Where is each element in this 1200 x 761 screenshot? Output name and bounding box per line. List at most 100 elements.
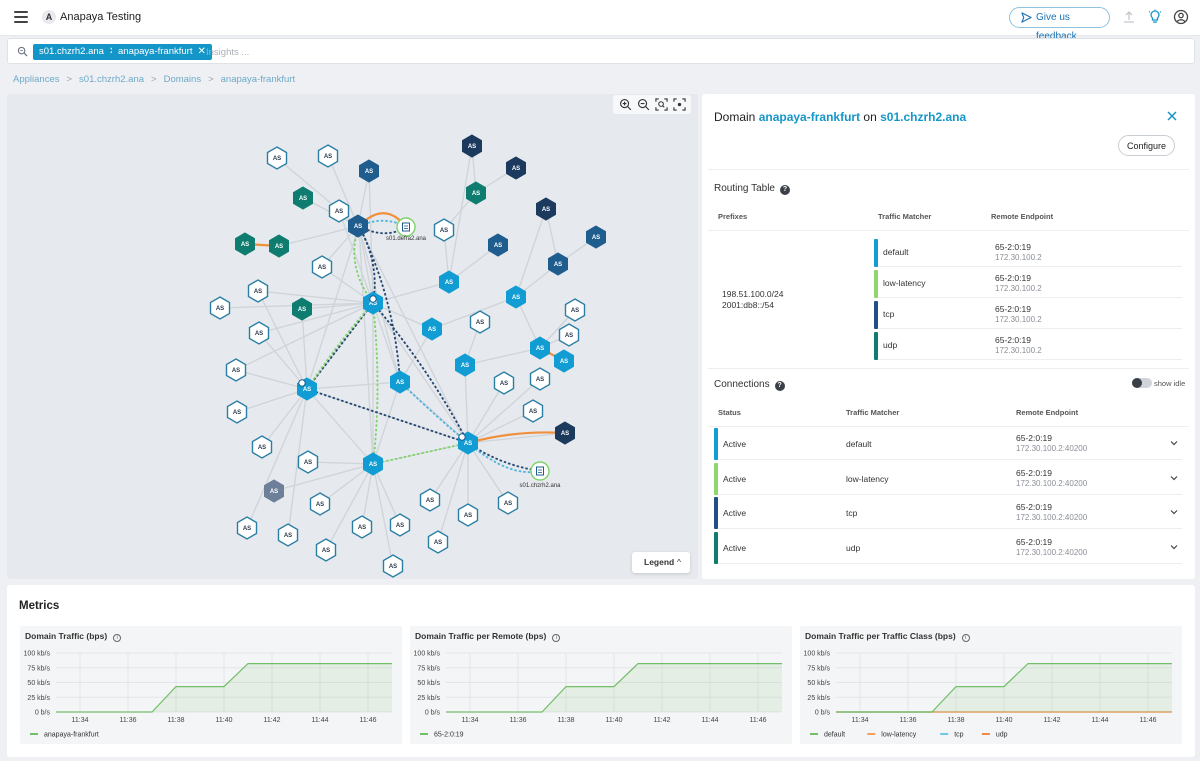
as-node[interactable]: AS bbox=[564, 298, 586, 322]
chevron-down-icon[interactable] bbox=[1170, 543, 1178, 551]
as-node[interactable]: AS bbox=[359, 159, 379, 183]
zoom-in-icon[interactable] bbox=[619, 98, 632, 111]
as-node[interactable]: AS bbox=[209, 296, 231, 320]
recenter-icon[interactable] bbox=[673, 98, 686, 111]
info-icon[interactable]: i bbox=[113, 634, 122, 642]
as-node[interactable]: AS bbox=[315, 538, 337, 562]
as-node[interactable]: AS bbox=[536, 197, 556, 221]
as-node[interactable]: AS bbox=[469, 310, 491, 334]
topology-graph[interactable]: AS AS AS AS AS AS AS AS AS AS AS AS AS AS AS AS AS AS AS AS… bbox=[7, 94, 698, 579]
as-node[interactable]: AS bbox=[309, 492, 331, 516]
as-node[interactable]: AS bbox=[390, 370, 410, 394]
help-icon[interactable]: ? bbox=[774, 381, 785, 391]
legend-button[interactable]: Legend ^ bbox=[632, 552, 690, 573]
as-node[interactable]: AS bbox=[317, 144, 339, 168]
zoom-out-icon[interactable] bbox=[637, 98, 650, 111]
as-node[interactable]: AS bbox=[493, 371, 515, 395]
connection-row[interactable]: Active low-latency 65-2:0:19 172.30.100.2:4… bbox=[714, 462, 1182, 495]
as-node[interactable]: AS bbox=[351, 515, 373, 539]
as-node[interactable]: AS bbox=[462, 134, 482, 158]
as-node[interactable]: AS bbox=[586, 225, 606, 249]
as-node[interactable]: AS bbox=[251, 435, 273, 459]
chevron-down-icon[interactable] bbox=[1170, 474, 1178, 482]
as-node[interactable]: AS bbox=[466, 181, 486, 205]
help-icon[interactable]: ? bbox=[779, 185, 790, 195]
filter-chip-domain[interactable]: anapaya-frankfurt ✕ bbox=[112, 44, 212, 60]
show-idle-toggle[interactable] bbox=[1132, 378, 1152, 388]
user-account-icon[interactable] bbox=[1173, 9, 1189, 25]
hamburger-menu-icon[interactable] bbox=[14, 11, 28, 23]
as-node[interactable]: AS bbox=[558, 323, 580, 347]
info-icon[interactable]: i bbox=[552, 634, 561, 642]
as-node[interactable]: AS bbox=[455, 353, 475, 377]
as-node[interactable]: AS bbox=[328, 199, 350, 223]
domain-name-link[interactable]: anapaya-frankfurt bbox=[758, 110, 861, 124]
chip-close-icon[interactable]: ✕ bbox=[197, 46, 206, 57]
as-node[interactable]: AS bbox=[277, 523, 299, 547]
as-node[interactable]: AS bbox=[297, 450, 319, 474]
as-node[interactable]: AS bbox=[497, 491, 519, 515]
as-node[interactable]: AS bbox=[363, 291, 383, 315]
info-icon[interactable]: i bbox=[961, 634, 970, 642]
as-node[interactable]: AS bbox=[236, 516, 258, 540]
legend-entry[interactable]: low-latency bbox=[881, 732, 917, 739]
as-node[interactable]: AS bbox=[457, 503, 479, 527]
legend-entry[interactable]: tcp bbox=[954, 732, 963, 739]
as-node[interactable]: AS bbox=[530, 336, 550, 360]
breadcrumb-domain[interactable]: anapaya-frankfurt bbox=[220, 74, 296, 85]
as-node[interactable]: AS bbox=[311, 255, 333, 279]
appliance-node[interactable]: s01.defra2.ana bbox=[386, 217, 427, 242]
as-node[interactable]: AS bbox=[422, 317, 442, 341]
as-node[interactable]: AS bbox=[419, 488, 441, 512]
legend-entry[interactable]: anapaya-frankfurt bbox=[44, 732, 99, 739]
connection-row[interactable]: Active tcp 65-2:0:19 172.30.100.2:40200 bbox=[714, 496, 1182, 529]
breadcrumb-appliances[interactable]: Appliances bbox=[13, 74, 60, 85]
close-icon[interactable] bbox=[1165, 109, 1179, 123]
appliance-name-link[interactable]: s01.chzrh2.ana bbox=[880, 110, 967, 124]
breadcrumb-appliance[interactable]: s01.chzrh2.ana bbox=[79, 74, 145, 85]
as-node[interactable]: AS bbox=[225, 358, 247, 382]
fit-to-screen-icon[interactable] bbox=[655, 98, 668, 111]
server-icon bbox=[536, 466, 544, 476]
as-node[interactable]: AS bbox=[555, 421, 575, 445]
feedback-button[interactable]: Give us feedback bbox=[1009, 7, 1110, 42]
as-node[interactable]: AS bbox=[269, 234, 289, 258]
as-node[interactable]: AS bbox=[506, 285, 526, 309]
configure-button[interactable]: Configure bbox=[1118, 135, 1175, 156]
as-node[interactable]: AS bbox=[363, 452, 383, 476]
legend-entry[interactable]: 65-2:0:19 bbox=[434, 732, 464, 739]
chevron-down-icon[interactable] bbox=[1170, 439, 1178, 447]
chevron-down-icon[interactable] bbox=[1170, 508, 1178, 516]
as-node[interactable]: AS bbox=[293, 186, 313, 210]
connection-row[interactable]: Active udp 65-2:0:19 172.30.100.2:40200 bbox=[714, 531, 1182, 564]
as-node[interactable]: AS bbox=[264, 479, 284, 503]
as-node[interactable]: AS bbox=[389, 513, 411, 537]
as-node[interactable]: AS bbox=[292, 297, 312, 321]
as-node[interactable]: AS bbox=[266, 146, 288, 170]
as-node[interactable]: AS bbox=[548, 252, 568, 276]
as-node[interactable]: AS bbox=[427, 530, 449, 554]
as-node-label: AS bbox=[316, 502, 324, 508]
lightbulb-icon[interactable] bbox=[1147, 9, 1163, 25]
legend-entry[interactable]: udp bbox=[996, 732, 1008, 739]
as-node[interactable]: AS bbox=[226, 400, 248, 424]
legend-entry[interactable]: default bbox=[824, 732, 845, 739]
as-node[interactable]: AS bbox=[439, 270, 459, 294]
upload-icon[interactable] bbox=[1121, 9, 1137, 25]
as-node[interactable]: AS bbox=[488, 233, 508, 257]
as-node[interactable]: AS bbox=[522, 399, 544, 423]
as-node[interactable]: AS bbox=[382, 554, 404, 578]
as-node[interactable]: AS bbox=[506, 156, 526, 180]
connection-row[interactable]: Active default 65-2:0:19 172.30.100.2:40200 bbox=[714, 427, 1182, 460]
breadcrumb-domains[interactable]: Domains bbox=[163, 74, 202, 85]
as-node[interactable]: AS bbox=[235, 232, 255, 256]
as-node[interactable]: AS bbox=[348, 214, 368, 238]
insights-search-input[interactable] bbox=[206, 44, 906, 60]
as-node[interactable]: AS bbox=[433, 218, 455, 242]
as-node[interactable]: AS bbox=[247, 279, 269, 303]
as-node[interactable]: AS bbox=[554, 349, 574, 373]
as-node[interactable]: AS bbox=[529, 367, 551, 391]
appliance-node[interactable]: s01.chzrh2.ana bbox=[519, 461, 561, 489]
filter-chip-appliance[interactable]: s01.chzrh2.ana✕ bbox=[33, 44, 124, 60]
as-node[interactable]: AS bbox=[248, 321, 270, 345]
